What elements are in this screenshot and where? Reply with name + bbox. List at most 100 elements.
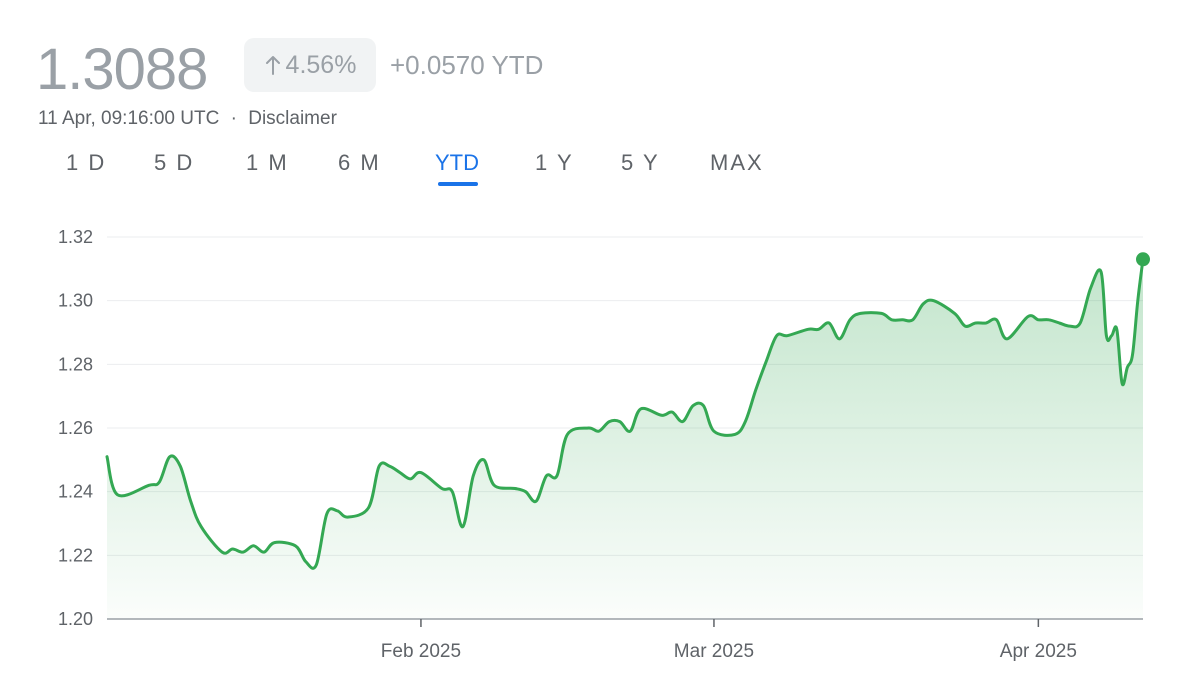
data-point (879, 311, 883, 315)
data-point (1068, 324, 1072, 328)
data-point (1125, 366, 1129, 370)
data-point (199, 525, 203, 529)
data-point (597, 429, 601, 433)
data-point (419, 471, 423, 475)
data-point (220, 550, 224, 554)
data-point (900, 318, 904, 322)
tab-1d[interactable]: 1 D (66, 150, 107, 175)
data-point (1047, 318, 1051, 322)
data-point (932, 299, 936, 303)
arrow-up-icon (265, 56, 280, 75)
data-point (262, 550, 266, 554)
data-point (367, 506, 371, 510)
data-point (450, 490, 454, 494)
data-point (701, 404, 705, 408)
data-point (660, 413, 664, 417)
data-point (618, 420, 622, 424)
data-point (304, 560, 308, 564)
data-point (555, 474, 559, 478)
data-point (1057, 321, 1061, 325)
area-layer (107, 259, 1143, 619)
range-tabs: 1 D 5 D 1 M 6 M YTD 1 Y 5 Y MAX (0, 150, 820, 200)
data-point (764, 359, 768, 363)
y-tick-label: 1.24 (58, 482, 93, 502)
data-point (921, 302, 925, 306)
series-area (107, 259, 1143, 619)
data-point (817, 327, 821, 331)
data-point (963, 324, 967, 328)
data-point (1131, 353, 1135, 357)
x-tick-label: Feb 2025 (381, 641, 461, 662)
data-point (858, 311, 862, 315)
price-chart[interactable]: 1.32 1.30 1.28 1.26 1.24 1.22 1.20 Feb 2025 Mar … (0, 210, 1200, 700)
change-percent-text: 4.56% (285, 50, 357, 79)
data-point (974, 321, 978, 325)
data-point (471, 474, 475, 478)
change-absolute-text: +0.0570 YTD (390, 50, 544, 80)
data-point (639, 407, 643, 411)
data-point (827, 321, 831, 325)
data-point (628, 429, 632, 433)
data-point (1110, 334, 1114, 338)
tab-max[interactable]: MAX (710, 150, 764, 175)
y-tick-label: 1.22 (58, 545, 93, 565)
data-point (607, 420, 611, 424)
disclaimer-link[interactable]: Disclaimer (248, 108, 337, 129)
data-point (492, 483, 496, 487)
line-layer (105, 252, 1150, 570)
data-point (513, 486, 517, 490)
data-point (1099, 270, 1103, 274)
x-tick-label: Mar 2025 (674, 641, 754, 662)
last-point-marker (1136, 252, 1150, 267)
data-point (105, 455, 109, 459)
data-point (953, 311, 957, 315)
tab-5y[interactable]: 5 Y (621, 150, 660, 175)
data-point (346, 515, 350, 519)
data-point (272, 541, 276, 545)
data-point (189, 499, 193, 503)
current-price: 1.3088 (36, 37, 208, 102)
data-point (115, 493, 119, 497)
data-point (775, 334, 779, 338)
axis-layer: 1.32 1.30 1.28 1.26 1.24 1.22 1.20 Feb 2025 Mar … (58, 227, 1143, 662)
tab-ytd[interactable]: YTD (435, 150, 479, 175)
data-point (1005, 337, 1009, 341)
data-point (733, 432, 737, 436)
data-point (681, 420, 685, 424)
data-point (691, 404, 695, 408)
active-tab-indicator (438, 182, 478, 186)
series-line (105, 257, 1145, 570)
tab-1y[interactable]: 1 Y (535, 150, 574, 175)
data-point (388, 464, 392, 468)
data-point (178, 464, 182, 468)
y-tick-label: 1.28 (58, 354, 93, 374)
tab-1m[interactable]: 1 M (246, 150, 289, 175)
data-point (1136, 299, 1140, 303)
data-point (545, 474, 549, 478)
data-point (848, 318, 852, 322)
data-point (377, 464, 381, 468)
data-point (408, 477, 412, 481)
data-point (461, 525, 465, 529)
quote-meta: 11 Apr, 09:16:00 UTC · Disclaimer (38, 108, 337, 130)
data-point (806, 327, 810, 331)
data-point (293, 544, 297, 548)
tab-6m[interactable]: 6 M (338, 150, 381, 175)
data-point (1104, 334, 1108, 338)
data-point (314, 563, 318, 567)
data-point (565, 432, 569, 436)
data-point (838, 337, 842, 341)
tab-5d[interactable]: 5 D (154, 150, 195, 175)
data-point (1078, 321, 1082, 325)
data-point (325, 512, 329, 516)
data-point (785, 334, 789, 338)
data-point (241, 550, 245, 554)
y-tick-label: 1.30 (58, 291, 93, 311)
data-point (911, 318, 915, 322)
data-point (670, 410, 674, 414)
data-point (398, 471, 402, 475)
timestamp-text: 11 Apr, 09:16:00 UTC (38, 108, 220, 129)
y-tick-label: 1.26 (58, 418, 93, 438)
data-point (1120, 381, 1124, 385)
